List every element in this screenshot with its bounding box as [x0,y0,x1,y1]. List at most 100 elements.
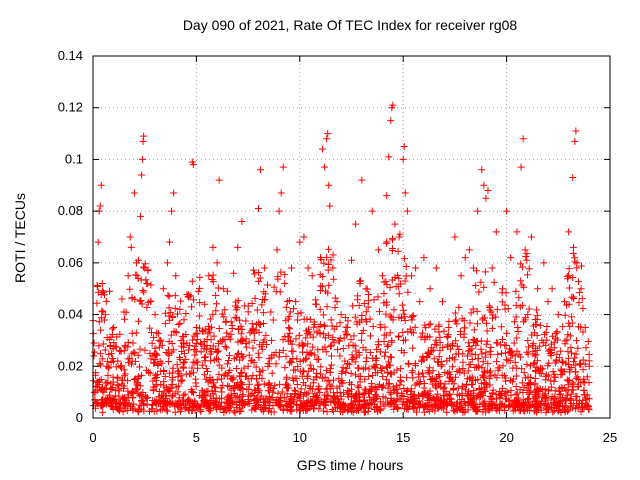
data-point [370,296,378,304]
data-point [524,311,532,319]
data-point [326,342,334,350]
data-point [99,340,107,348]
data-point [294,316,302,324]
data-point [580,403,588,411]
data-point [252,405,260,413]
data-point [499,335,507,343]
data-point [212,355,220,363]
data-point [557,365,565,373]
data-point [110,339,118,347]
data-point [373,354,381,362]
data-point [549,332,557,340]
data-point [189,403,197,411]
data-point [99,408,107,416]
data-point [316,388,324,396]
data-point [313,329,321,337]
data-point [121,370,129,378]
data-point [99,395,107,403]
data-point [561,368,569,376]
data-point [410,393,418,401]
data-point [554,407,562,415]
data-point [453,368,461,376]
data-point [569,386,577,394]
data-point [467,309,475,317]
data-point [388,313,396,321]
data-point [572,127,580,135]
data-point [170,189,178,197]
data-point [484,402,492,410]
data-point [317,256,325,264]
data-point [134,375,142,383]
data-point [320,395,328,403]
data-point [579,366,587,374]
data-point [122,343,130,351]
data-point [437,383,445,391]
data-point [175,321,183,329]
data-point [408,367,416,375]
data-point [149,387,157,395]
data-point [582,344,590,352]
data-point [386,388,394,396]
data-point [577,408,585,416]
data-point [364,291,372,299]
data-point [403,386,411,394]
data-point [272,396,280,404]
y-tick-label: 0.06 [58,255,83,270]
data-point [464,392,472,400]
data-point [218,398,226,406]
data-point [355,383,363,391]
data-point [506,357,514,365]
data-point [519,135,527,143]
data-point [372,394,380,402]
data-point [473,267,481,275]
data-point [134,390,142,398]
data-point [196,392,204,400]
data-point [438,404,446,412]
data-point [260,288,268,296]
data-point [486,392,494,400]
data-point [571,361,579,369]
data-point [258,345,266,353]
data-point [585,357,593,365]
data-point [109,355,117,362]
data-point [167,308,175,316]
data-point [286,308,294,316]
data-point [500,403,508,411]
data-point [497,341,505,349]
data-point [401,277,409,285]
data-point [564,348,572,356]
data-point [312,300,320,308]
data-point [381,352,389,360]
data-point [513,228,521,236]
y-tick-label: 0 [76,410,83,425]
data-point [188,277,196,285]
data-point [491,371,499,379]
data-point [339,364,347,372]
data-point [282,375,290,383]
data-point [409,344,417,352]
data-point [345,361,353,369]
data-point [165,346,173,354]
data-point [120,347,128,355]
data-point [209,271,217,279]
data-point [359,344,367,352]
data-point [311,398,319,406]
data-point [269,402,277,410]
data-point [471,351,479,359]
data-point [316,271,324,279]
data-point [359,326,367,334]
data-point [141,260,149,268]
data-point [564,377,572,385]
data-point [382,239,390,247]
data-point [575,278,583,286]
data-point [460,324,468,332]
data-point [225,395,233,403]
data-point [571,368,579,376]
data-point [370,362,378,370]
data-point [252,363,260,371]
data-point [316,370,324,378]
data-point [141,346,149,354]
data-point [176,319,184,327]
data-point [431,340,439,348]
data-point [367,385,375,393]
